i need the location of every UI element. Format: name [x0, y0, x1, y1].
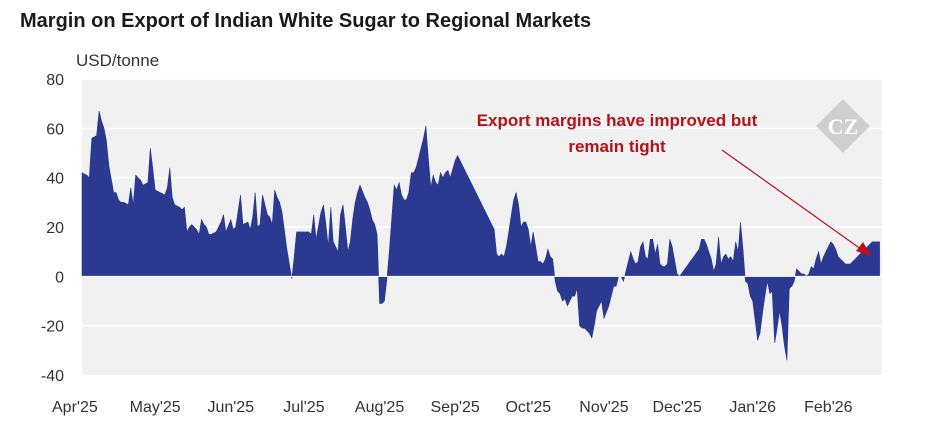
x-tick-label: Sep'25	[431, 399, 480, 416]
annotation-line-2: remain tight	[568, 137, 666, 156]
y-tick-label: 40	[46, 171, 64, 188]
x-tick-label: Aug'25	[355, 399, 404, 416]
x-axis-ticks: Apr'25 May'25 Jun'25 Jul'25 Aug'25 Sep'25 Oct'…	[52, 399, 853, 416]
x-tick-label: Nov'25	[579, 399, 628, 416]
y-tick-label: 60	[46, 121, 64, 138]
x-tick-label: Jan'26	[729, 399, 776, 416]
annotation-arrow-head	[856, 242, 872, 257]
annotation-line-1: Export margins have improved but	[477, 111, 758, 130]
annotation-arrow-line	[721, 149, 866, 253]
margin-area-series	[81, 111, 880, 361]
x-tick-label: Jul'25	[283, 399, 324, 416]
y-tick-label: 80	[46, 72, 64, 89]
y-axis-ticks: 80 60 40 20 0 -20 -40	[41, 72, 64, 385]
x-tick-label: Feb'26	[804, 399, 853, 416]
logo-mark: CZ	[828, 114, 859, 139]
y-tick-label: 0	[55, 269, 64, 286]
y-axis-unit-label: USD/tonne	[76, 51, 160, 70]
x-tick-label: Jun'25	[207, 399, 254, 416]
y-tick-label: -20	[41, 319, 64, 336]
y-tick-label: -40	[41, 368, 64, 385]
y-tick-label: 20	[46, 220, 64, 237]
x-tick-label: Dec'25	[652, 399, 701, 416]
x-tick-label: Apr'25	[52, 399, 98, 416]
x-tick-label: May'25	[130, 399, 181, 416]
chart-title: Margin on Export of Indian White Sugar t…	[20, 10, 592, 32]
x-tick-label: Oct'25	[505, 399, 551, 416]
